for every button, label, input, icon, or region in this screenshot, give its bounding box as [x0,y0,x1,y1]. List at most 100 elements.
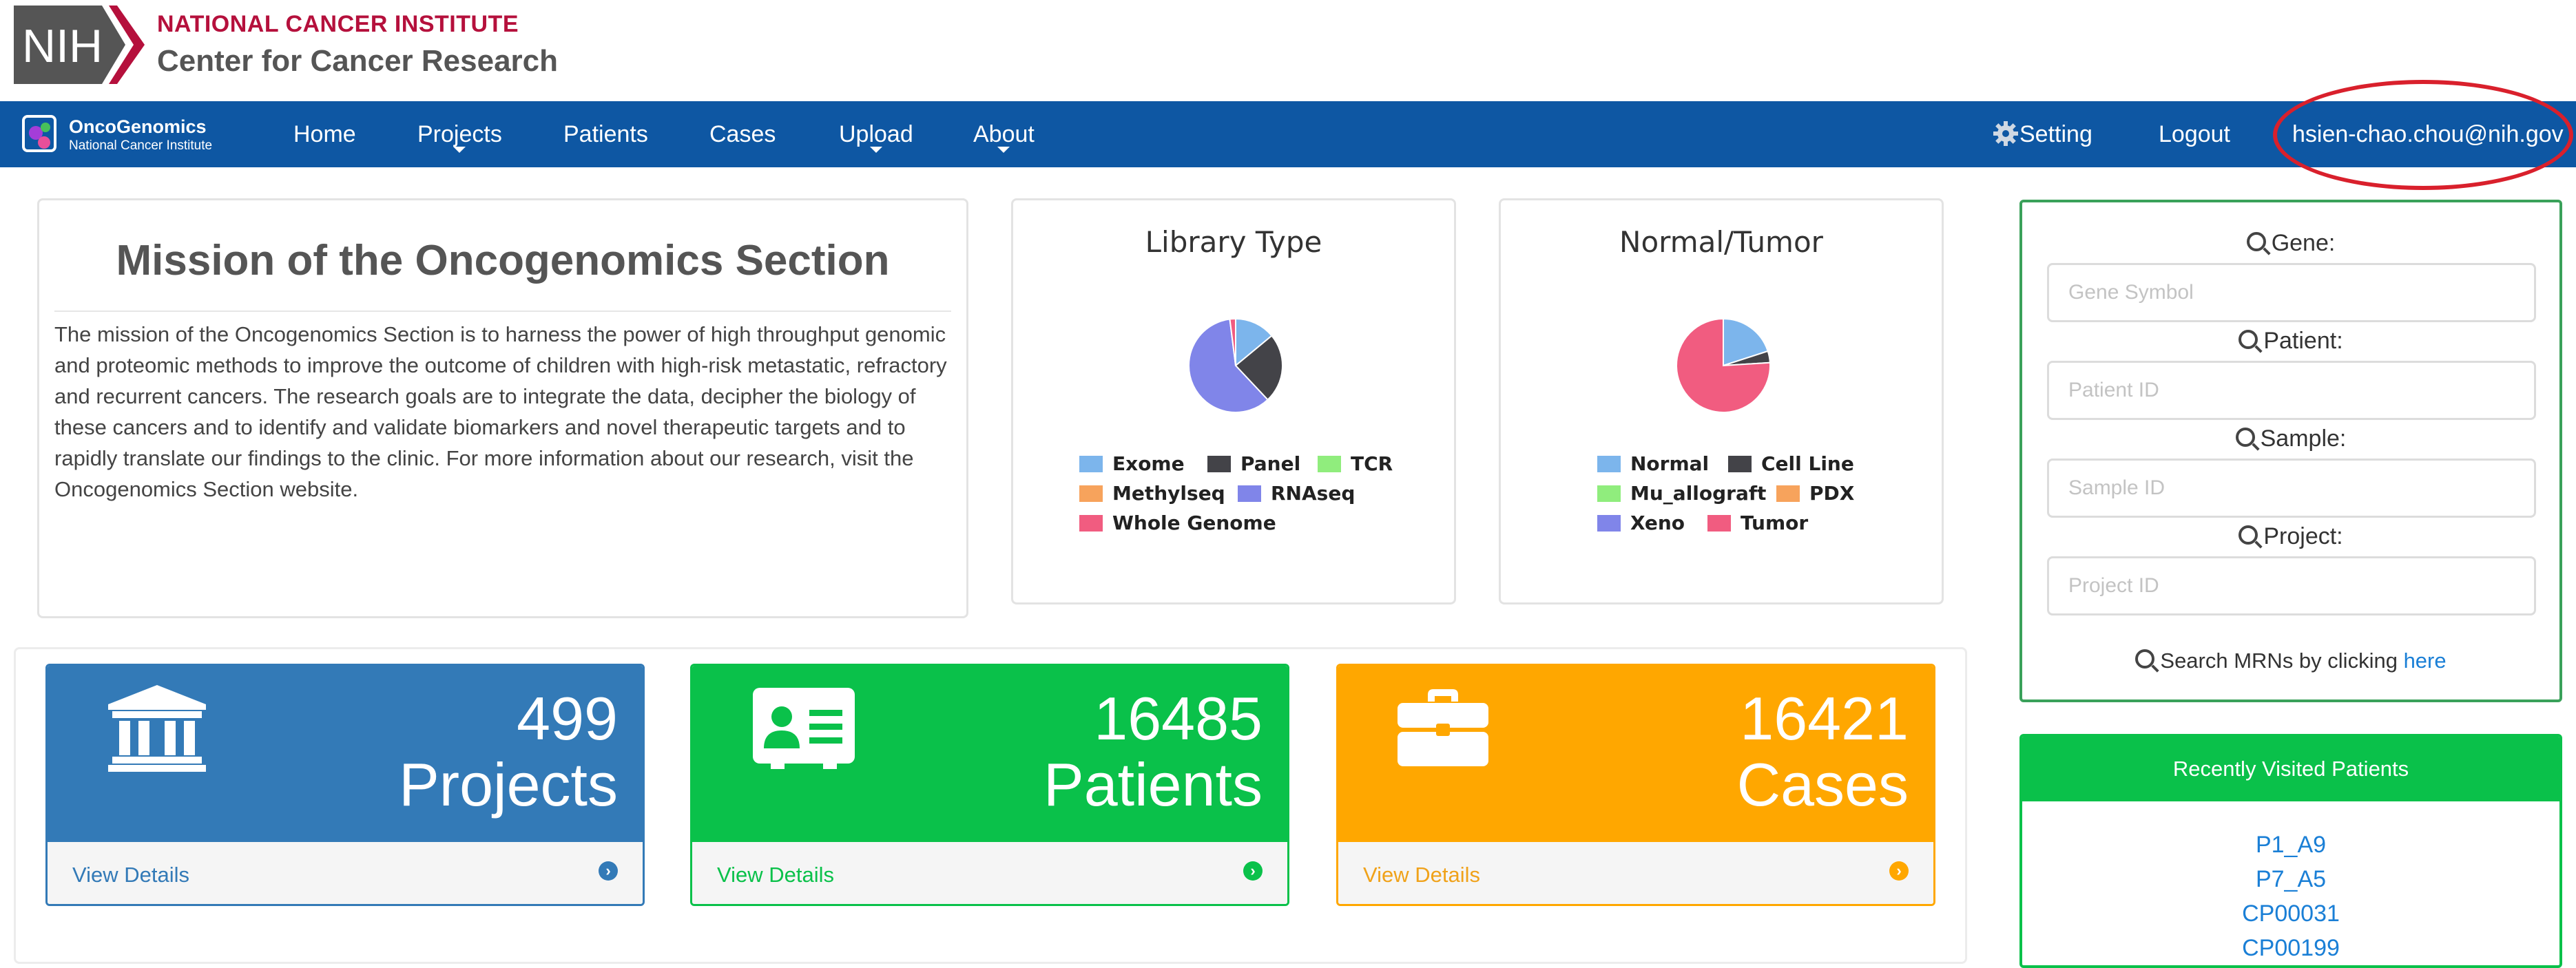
legend-item[interactable]: Normal [1597,452,1709,475]
arrow-circle-right-icon[interactable]: › [1889,861,1909,881]
pie-slice-rnaseq[interactable] [1188,318,1269,413]
legend-label: Tumor [1741,512,1809,534]
patients-label: Patients [1043,750,1263,819]
view-details-link[interactable]: View Details [72,863,190,887]
pie-slice-tumor[interactable] [1676,317,1771,413]
legend-label: Methylseq [1112,482,1225,505]
brand-name: OncoGenomics [69,116,207,137]
search-panel: Gene: Patient: Sample: Project: Search M… [2019,200,2562,702]
legend-label: Whole Genome [1112,512,1276,534]
view-details-link[interactable]: View Details [717,863,835,887]
pie-slice-exome[interactable] [1235,317,1273,368]
legend-item[interactable]: RNAseq [1238,482,1355,505]
recent-patients-panel: Recently Visited Patients P1_A9 P7_A5 CP… [2019,734,2562,968]
search-icon [2239,525,2258,545]
recent-patient-link[interactable]: CP00199 [2242,935,2340,961]
mission-panel: Mission of the Oncogenomics Section The … [37,198,968,618]
legend-label: Exome [1112,452,1185,475]
recent-patient-link[interactable]: P1_A9 [2255,832,2327,858]
oncogenomics-logo-icon [22,115,56,152]
arrow-circle-right-icon[interactable]: › [1243,861,1263,881]
legend-label: Normal [1630,452,1710,475]
projects-card[interactable]: 499 Projects View Details › [45,664,645,906]
cases-footer[interactable]: View Details › [1338,842,1933,904]
legend-label: Panel [1240,452,1301,475]
sample-label-text: Sample: [2260,425,2347,452]
center-title: Center for Cancer Research [157,44,559,78]
projects-card-header: 499 Projects [48,666,643,842]
chart-title: Normal/Tumor [1619,225,1823,259]
legend-item[interactable]: PDX [1776,482,1854,505]
recent-patient-link[interactable]: CP00031 [2242,901,2340,927]
projects-count: 499 [517,684,618,753]
legend-swatch [1318,456,1341,472]
nav-setting[interactable]: Setting [1992,101,2092,167]
mrn-here-link[interactable]: here [2403,649,2447,673]
highlight-ellipse [2273,80,2573,190]
legend-label: RNAseq [1271,482,1355,505]
nih-logo: NIH [14,6,145,84]
cases-card[interactable]: 16421 Cases View Details › [1336,664,1935,906]
project-label: Project: [2022,523,2559,550]
brand-logo[interactable]: OncoGenomics National Cancer Institute [21,112,241,156]
search-icon [2135,649,2155,669]
search-icon [2239,330,2258,349]
brand-subtitle: National Cancer Institute [69,138,213,153]
legend-item[interactable]: Cell Line [1728,452,1854,475]
legend-label: PDX [1809,482,1855,505]
patients-footer[interactable]: View Details › [692,842,1287,904]
legend-swatch [1079,515,1103,532]
normal-tumor-pie[interactable] [1668,311,1778,421]
legend-swatch [1707,515,1731,532]
nav-projects-label: Projects [417,121,502,147]
normal-tumor-panel: Normal/Tumor Normal Cell Line Mu_allograft… [1499,198,1944,604]
legend-item[interactable]: Tumor [1707,512,1808,534]
sample-label: Sample: [2022,425,2559,452]
legend-item[interactable]: TCR [1318,452,1393,475]
gene-label: Gene: [2022,230,2559,257]
divider [54,311,951,312]
legend-swatch [1776,485,1800,502]
project-input[interactable] [2047,556,2536,615]
caret-down-icon [869,147,882,153]
nav-upload[interactable]: Upload [839,101,913,167]
legend-item[interactable]: Methylseq [1079,482,1225,505]
nav-patients[interactable]: Patients [563,121,648,147]
projects-footer[interactable]: View Details › [48,842,643,904]
arrow-circle-right-icon[interactable]: › [599,861,618,881]
nav-projects[interactable]: Projects [417,101,502,167]
legend-swatch [1079,456,1103,472]
pie-slice-whole-genome[interactable] [1229,317,1236,366]
nav-cases[interactable]: Cases [709,121,776,147]
view-details-link[interactable]: View Details [1363,863,1481,887]
pie-slice-panel[interactable] [1234,335,1283,401]
patients-card[interactable]: 16485 Patients View Details › [690,664,1289,906]
legend-item[interactable]: Xeno [1597,512,1685,534]
recent-patients-title: Recently Visited Patients [2022,737,2559,801]
legend-item[interactable]: Mu_allograft [1597,482,1766,505]
legend-swatch [1728,456,1752,472]
legend-swatch [1079,485,1103,502]
search-icon [2235,428,2255,447]
gear-icon [1993,121,2018,146]
gene-input[interactable] [2047,263,2536,322]
mrn-text: Search MRNs by clicking [2160,649,2398,673]
caret-down-icon [997,147,1010,153]
navbar: OncoGenomics National Cancer Institute H… [0,101,2576,167]
cases-card-header: 16421 Cases [1338,666,1933,842]
legend-item[interactable]: Exome [1079,452,1185,475]
recent-patient-link[interactable]: P7_A5 [2255,866,2327,892]
legend-item[interactable]: Whole Genome [1079,512,1276,534]
sample-input[interactable] [2047,459,2536,518]
legend-swatch [1597,515,1621,532]
patient-label-text: Patient: [2263,328,2343,354]
library-type-pie[interactable] [1181,311,1291,421]
nav-home[interactable]: Home [293,121,356,147]
legend-item[interactable]: Panel [1207,452,1300,475]
chart-legend: Normal Cell Line Mu_allograft PDX Xeno Tumor [1597,452,1928,549]
nav-about[interactable]: About [973,101,1035,167]
patient-input[interactable] [2047,361,2536,420]
nav-logout[interactable]: Logout [2159,121,2230,147]
pie-slice-normal[interactable] [1723,317,1769,367]
patients-card-header: 16485 Patients [692,666,1287,842]
